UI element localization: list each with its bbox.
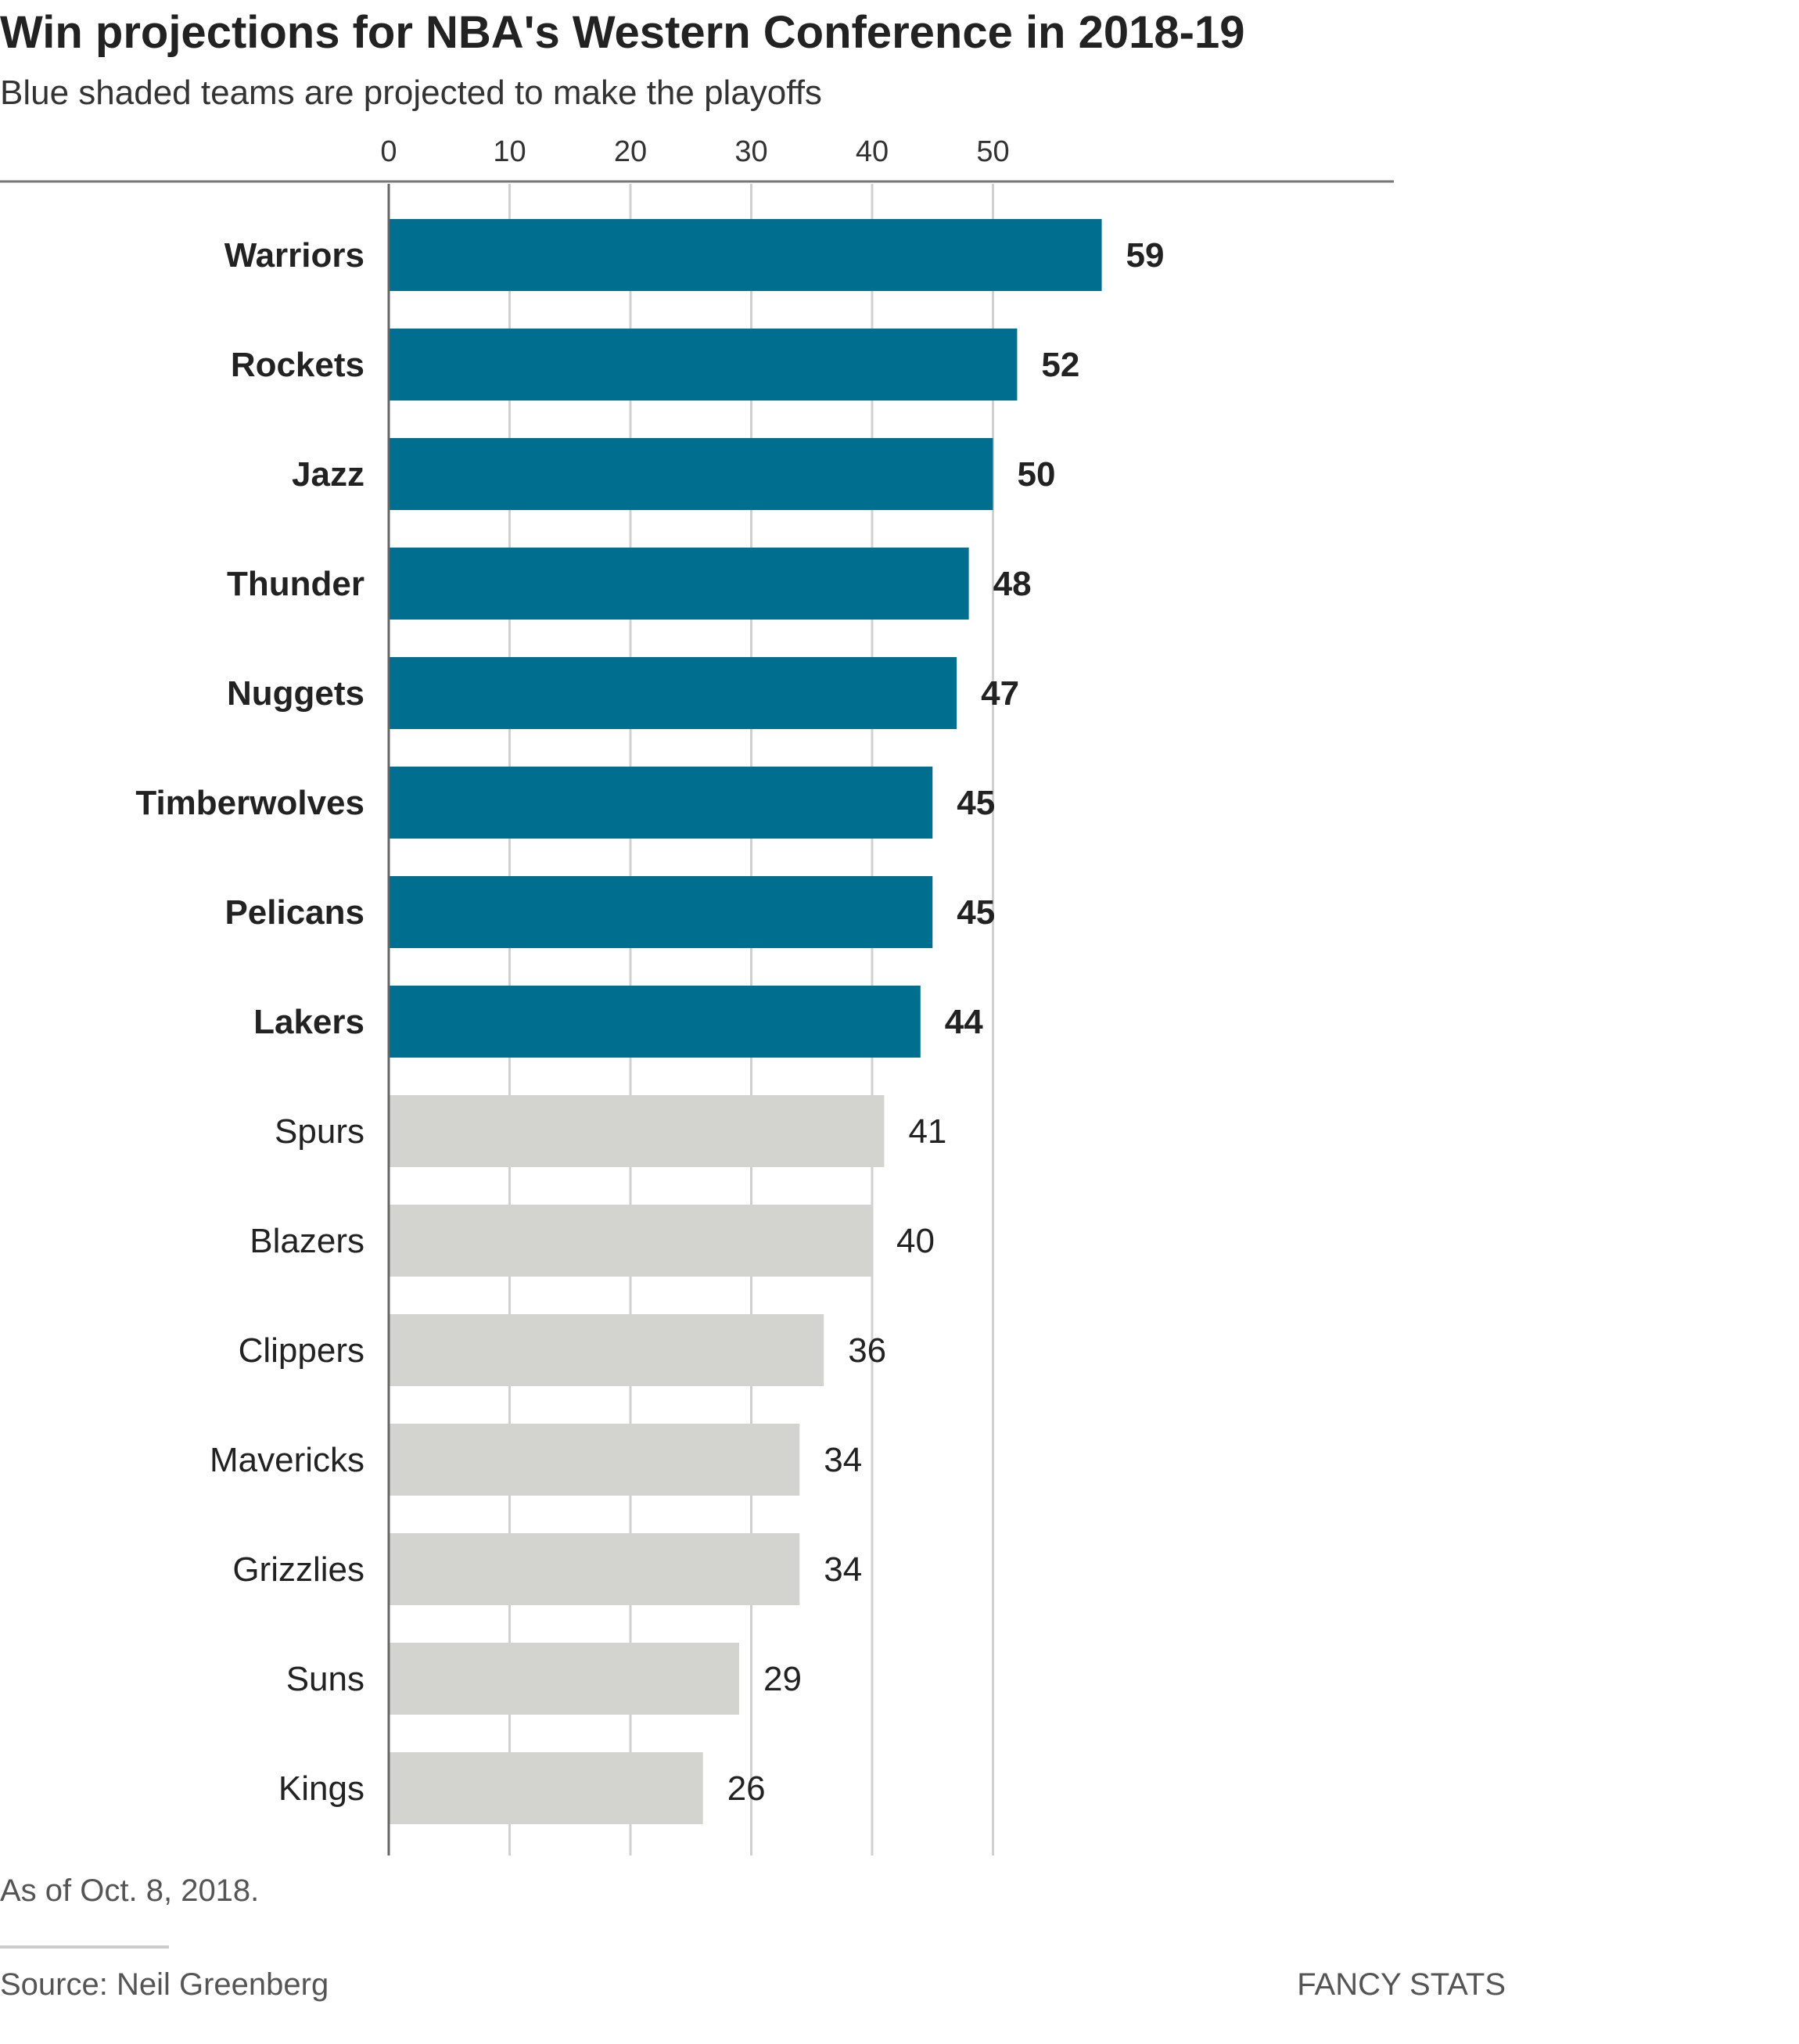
brand-label: FANCY STATS [1297,1967,1506,2002]
value-label: 45 [957,784,995,822]
category-label: Clippers [239,1331,364,1370]
value-label: 29 [763,1660,802,1698]
category-label: Timberwolves [135,784,364,822]
bar-mavericks [389,1424,800,1496]
value-label: 34 [824,1550,862,1589]
category-label: Thunder [227,565,364,603]
category-label: Nuggets [227,674,364,713]
bar-lakers [389,986,921,1058]
bar-clippers [389,1314,824,1386]
bar-rockets [389,329,1018,401]
category-label: Warriors [224,236,364,275]
chart-title: Win projections for NBA's Western Confer… [0,7,1245,58]
bar-suns [389,1643,740,1715]
category-label: Blazers [250,1222,364,1260]
value-label: 52 [1041,346,1079,384]
chart-source: Source: Neil Greenberg [0,1967,329,2002]
x-tick-label: 40 [856,135,889,168]
bar-pelicans [389,876,933,948]
x-tick-label: 20 [614,135,647,168]
value-label: 48 [993,565,1032,603]
value-label: 59 [1126,236,1165,275]
bar-jazz [389,438,993,510]
category-label: Mavericks [210,1441,364,1479]
x-axis-ticks: 0 10 20 30 40 50 [380,135,1009,168]
x-tick-label: 10 [493,135,526,168]
chart-note: As of Oct. 8, 2018. [0,1873,260,1908]
bar-warriors [389,219,1102,291]
bar-kings [389,1752,703,1824]
category-label: Lakers [253,1003,364,1041]
category-label: Pelicans [224,893,364,932]
value-label: 36 [848,1331,886,1370]
x-tick-label: 50 [976,135,1009,168]
value-label: 50 [1018,455,1056,494]
value-label: 47 [981,674,1019,713]
bar-spurs [389,1095,885,1167]
value-label: 40 [896,1222,935,1260]
x-tick-label: 30 [734,135,767,168]
bar-chart: 0 10 20 30 40 50 Warriors Rockets Jazz Thunder Nu… [0,135,1394,1855]
category-label: Spurs [275,1112,364,1151]
bar-grizzlies [389,1533,800,1605]
value-labels: 59 52 50 48 47 45 45 44 41 40 36 34 34 29 26 [727,236,1165,1808]
x-tick-label: 0 [380,135,397,168]
value-label: 26 [727,1769,766,1808]
value-label: 41 [908,1112,946,1151]
category-label: Kings [278,1769,364,1808]
bar-blazers [389,1205,872,1277]
category-labels: Warriors Rockets Jazz Thunder Nuggets Timberw… [135,236,364,1808]
bar-thunder [389,548,969,620]
category-label: Grizzlies [232,1550,364,1589]
bars [389,219,1102,1824]
bar-nuggets [389,657,957,729]
value-label: 34 [824,1441,862,1479]
value-label: 45 [957,893,995,932]
value-label: 44 [945,1003,983,1041]
bar-timberwolves [389,767,933,839]
chart-subtitle: Blue shaded teams are projected to make … [0,74,822,112]
category-label: Suns [286,1660,364,1698]
category-label: Rockets [231,346,364,384]
category-label: Jazz [292,455,364,494]
footer-divider [0,1945,169,1949]
